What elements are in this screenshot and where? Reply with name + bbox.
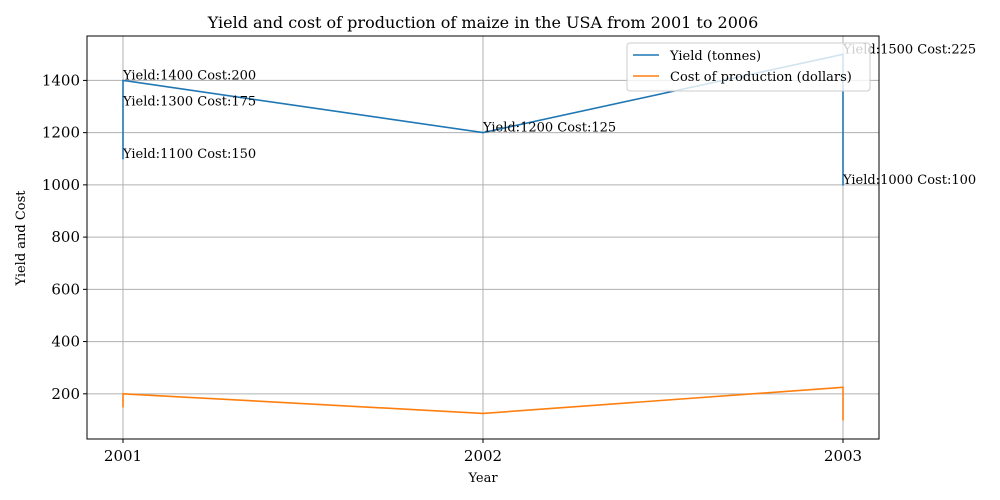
x-tick-label: 2003	[824, 447, 862, 465]
series-2-point	[122, 393, 124, 395]
point-annotation: Yield:1300 Cost:175	[122, 95, 256, 110]
axis-ticks: 2001 2002 2003 200 400 600 800 1000 1200 1400	[42, 71, 862, 465]
point-annotation: Yield:1000 Cost:100	[842, 173, 976, 188]
x-tick-label: 2001	[104, 447, 142, 465]
legend-box	[626, 42, 871, 92]
legend-label: Cost of production (dollars)	[670, 70, 852, 85]
point-annotations: Yield:1400 Cost:200 Yield:1300 Cost:175 Yi…	[122, 42, 976, 188]
series-1-point	[122, 157, 124, 160]
x-tick-label: 2002	[464, 447, 502, 465]
y-axis-label: Yield and Cost	[14, 190, 29, 287]
y-tick-label: 400	[51, 333, 80, 351]
point-annotation: Yield:1500 Cost:225	[842, 42, 976, 57]
y-tick-label: 1000	[42, 176, 80, 194]
series-2-point	[842, 386, 844, 389]
series-line-2	[122, 386, 844, 420]
point-annotation: Yield:1100 Cost:150	[122, 147, 256, 162]
series-2-point	[122, 399, 124, 402]
series-2-point	[482, 412, 484, 415]
legend-label: Yield (tonnes)	[669, 49, 761, 64]
x-axis-label: Year	[467, 471, 498, 486]
chart-title: Yield and cost of production of maize in…	[207, 13, 759, 32]
y-tick-label: 1200	[42, 124, 80, 142]
series-1-point	[482, 131, 484, 134]
series-2-point	[842, 419, 844, 421]
y-tick-label: 200	[51, 385, 80, 403]
series-1-point	[122, 105, 124, 108]
series-1-point	[122, 79, 124, 82]
series-2-point	[122, 406, 124, 408]
y-tick-label: 800	[51, 228, 80, 246]
y-tick-label: 1400	[42, 71, 80, 89]
legend: Yield (tonnes) Cost of production (dollar…	[626, 42, 871, 92]
y-tick-label: 600	[51, 280, 80, 298]
series-1-point	[842, 184, 844, 186]
point-annotation: Yield:1200 Cost:125	[482, 121, 616, 136]
point-annotation: Yield:1400 Cost:200	[122, 68, 256, 83]
